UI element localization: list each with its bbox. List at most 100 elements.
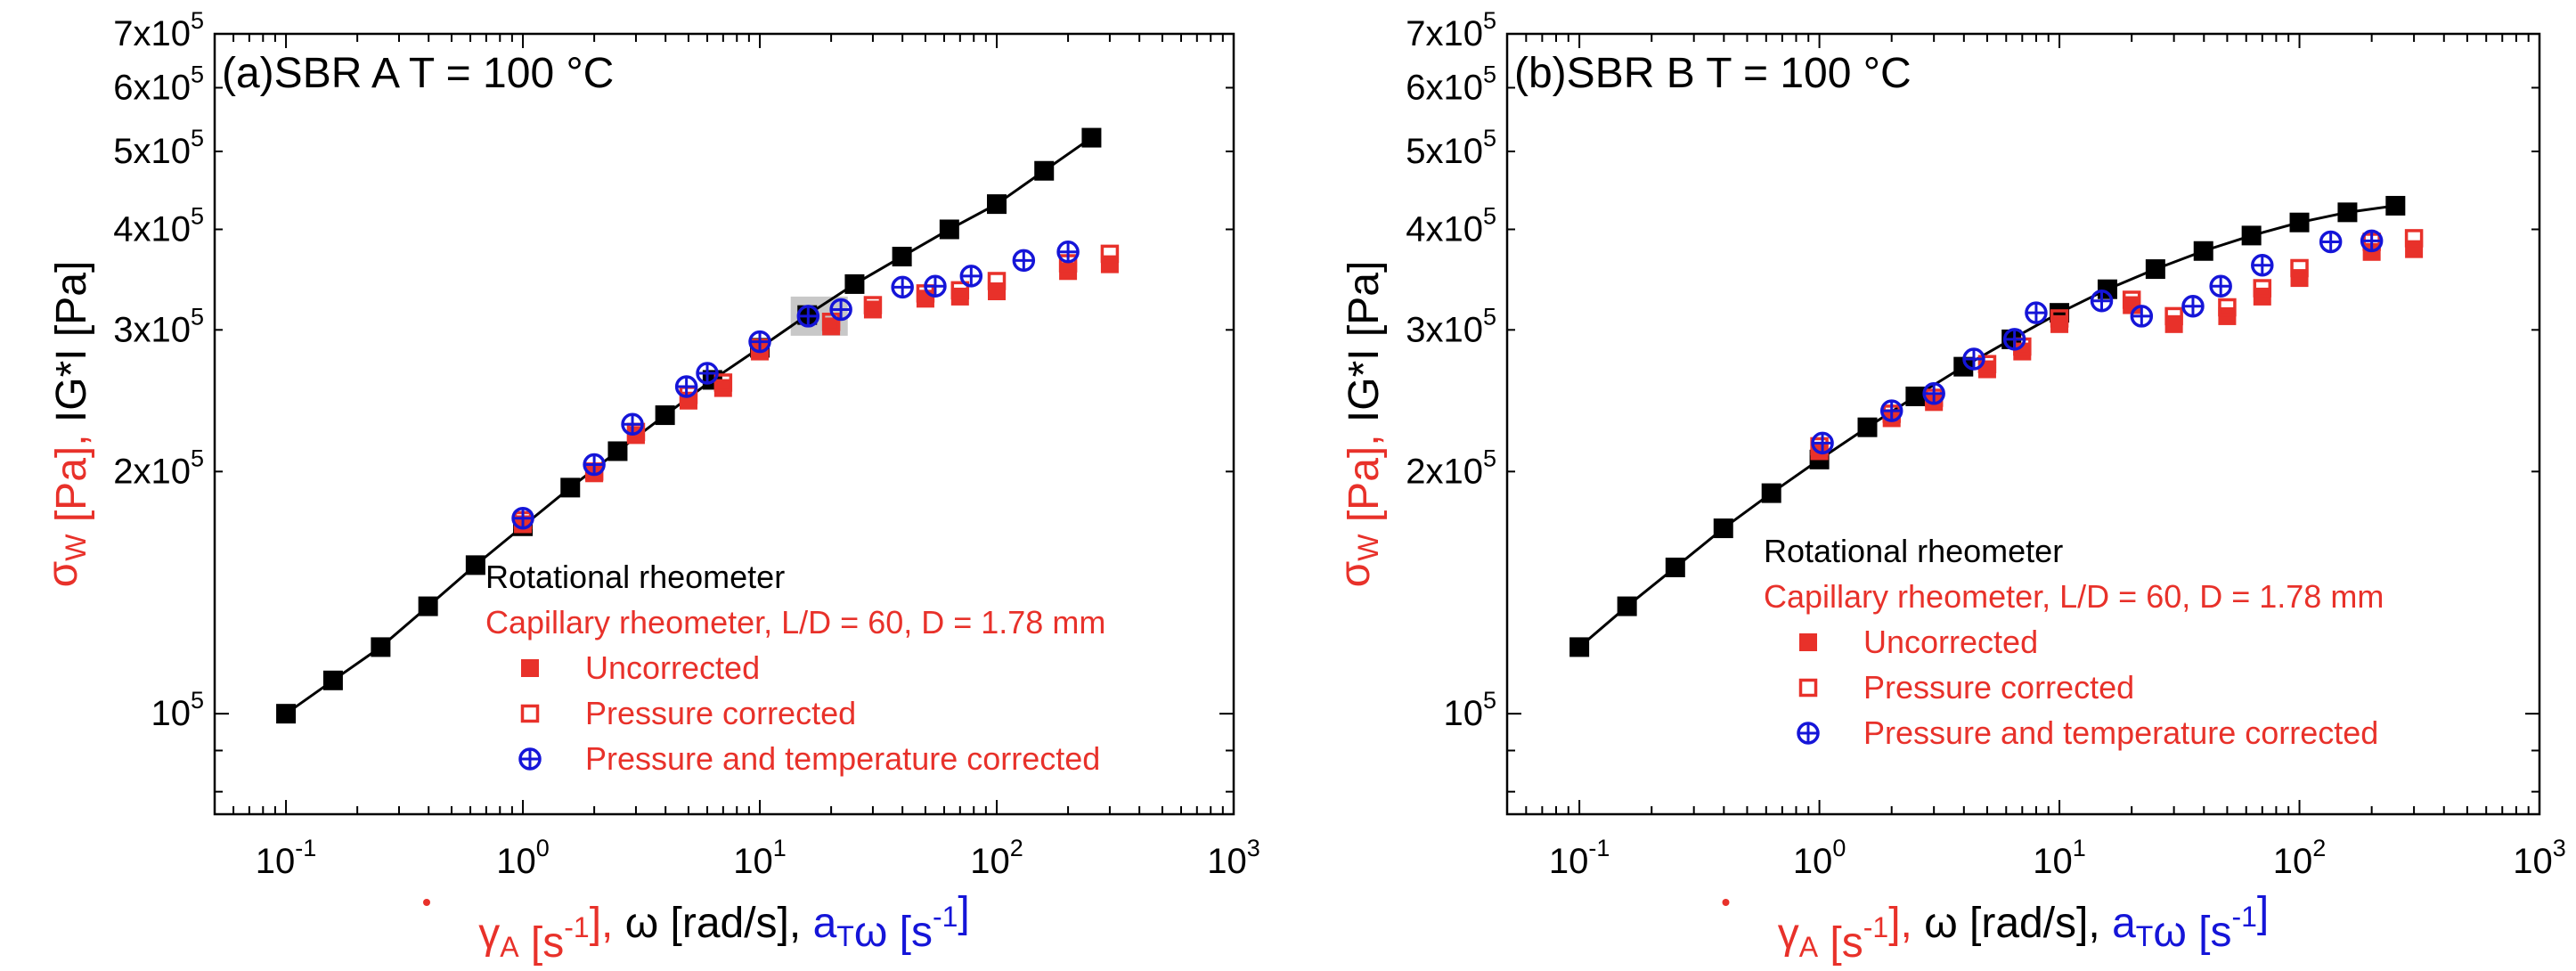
rotational-point bbox=[2145, 259, 2165, 280]
x-tick-label: 10-1 bbox=[256, 835, 317, 881]
x-axis-label-dot bbox=[1722, 899, 1730, 906]
pressure-corrected-point bbox=[1977, 355, 1997, 373]
pt-corrected-point bbox=[621, 412, 644, 436]
pt-corrected-point bbox=[2130, 305, 2154, 328]
pt-corrected-point bbox=[748, 330, 771, 354]
rotational-point bbox=[1761, 483, 1781, 503]
pt-corrected-point bbox=[2251, 253, 2274, 277]
pt-corrected-point bbox=[2209, 274, 2232, 298]
rotational-point bbox=[276, 704, 297, 724]
pressure-corrected-point bbox=[987, 272, 1007, 290]
legend-pt-marker bbox=[518, 747, 542, 771]
pt-corrected-point bbox=[2090, 289, 2114, 313]
y-tick-label: 6x105 bbox=[1406, 61, 1496, 107]
series-circle-plus bbox=[1811, 229, 2384, 455]
rotational-point bbox=[2289, 212, 2310, 233]
rotational-point bbox=[987, 194, 1007, 215]
pt-corrected-point bbox=[2025, 301, 2048, 324]
legend-rotational: Rotational rheometer bbox=[1764, 533, 2063, 569]
y-tick-label: 4x105 bbox=[113, 202, 204, 249]
plot-frame bbox=[213, 32, 1235, 816]
rotational-point bbox=[607, 441, 628, 461]
series-open-square bbox=[513, 244, 1120, 530]
series-filled-square bbox=[1810, 240, 2424, 461]
y-axis-label: σW [Pa], IG*I [Pa] bbox=[1332, 261, 1388, 588]
pressure-corrected-point bbox=[2164, 306, 2183, 326]
legend-pressure-marker bbox=[1798, 678, 1818, 698]
y-axis: 105 2x105 3x105 4x105 5x105 6x105 7x105 bbox=[1406, 7, 2539, 793]
rotational-point bbox=[655, 405, 675, 426]
pressure-corrected-point bbox=[950, 281, 970, 300]
rotational-point bbox=[465, 555, 485, 575]
rotational-point bbox=[892, 247, 912, 267]
pressure-corrected-point bbox=[2290, 258, 2309, 278]
uncorrected-point bbox=[1100, 255, 1119, 273]
pt-corrected-point bbox=[583, 453, 606, 477]
pt-corrected-point bbox=[1012, 249, 1036, 273]
x-tick-label: 100 bbox=[1793, 835, 1846, 881]
x-axis: 10-1 100 101 102 103 bbox=[1506, 34, 2566, 881]
x-axis-label: γA [s-1], ω [rad/s], aTω [s-1] bbox=[478, 889, 970, 967]
x-tick-label: 102 bbox=[970, 835, 1023, 881]
y-tick-label: 2x105 bbox=[113, 445, 204, 491]
uncorrected-point bbox=[713, 379, 732, 397]
pt-corrected-point bbox=[924, 274, 947, 298]
y-tick-label: 5x105 bbox=[1406, 125, 1496, 171]
pressure-corrected-point bbox=[1100, 244, 1120, 264]
legend-pressure-label: Pressure corrected bbox=[585, 695, 856, 731]
series-circle-plus bbox=[511, 241, 1080, 530]
legend-uncorrected-label: Uncorrected bbox=[585, 649, 760, 686]
legend-uncorrected-marker bbox=[521, 659, 539, 677]
rotational-point bbox=[1953, 356, 1974, 377]
x-tick-label: 100 bbox=[496, 835, 550, 881]
x-axis: 10-1 100 101 102 103 bbox=[214, 34, 1260, 881]
pt-corrected-point bbox=[2181, 295, 2205, 318]
y-tick-label: 3x105 bbox=[113, 303, 204, 349]
pt-corrected-point bbox=[2360, 229, 2384, 253]
y-axis-label: σW [Pa], IG*I [Pa] bbox=[39, 261, 95, 588]
rotational-point bbox=[322, 670, 343, 690]
legend-pressure-label: Pressure corrected bbox=[1863, 669, 2134, 706]
rotational-point bbox=[560, 477, 581, 498]
rotational-point bbox=[1081, 127, 1102, 148]
rotational-point bbox=[2337, 202, 2358, 223]
y-tick-label: 105 bbox=[151, 687, 204, 733]
x-axis-label-dot bbox=[423, 899, 430, 906]
rotational-point bbox=[939, 219, 959, 240]
panel-title: (b)SBR B T = 100 °C bbox=[1514, 50, 1912, 97]
rotational-point bbox=[1857, 417, 1878, 437]
pt-corrected-point bbox=[1811, 431, 1834, 455]
rotational-point bbox=[2193, 241, 2213, 261]
x-tick-label: 103 bbox=[1207, 835, 1260, 881]
legend-pt-label: Pressure and temperature corrected bbox=[585, 740, 1100, 777]
y-tick-label: 2x105 bbox=[1406, 445, 1496, 491]
series-open-square bbox=[1810, 229, 2424, 456]
pt-corrected-point bbox=[891, 275, 914, 299]
uncorrected-point bbox=[988, 282, 1007, 301]
rotational-point bbox=[1905, 386, 1926, 406]
legend-uncorrected-marker bbox=[1799, 633, 1817, 651]
rotational-point bbox=[418, 596, 438, 616]
series-filled-square-line bbox=[276, 127, 1102, 724]
rotational-point bbox=[2385, 195, 2406, 216]
pt-corrected-point bbox=[1962, 347, 1985, 371]
legend-capillary: Capillary rheometer, L/D = 60, D = 1.78 … bbox=[485, 604, 1105, 641]
legend: Rotational rheometer Capillary rheometer,… bbox=[1764, 533, 2384, 751]
rotational-point bbox=[1569, 637, 1590, 657]
pt-corrected-point bbox=[829, 298, 852, 322]
pt-corrected-point bbox=[2002, 328, 2026, 351]
y-axis: 105 2x105 3x105 4x105 5x105 6x105 7x105 bbox=[113, 7, 1234, 793]
x-tick-label: 10-1 bbox=[1549, 835, 1610, 881]
pt-corrected-point bbox=[1879, 399, 1903, 422]
pt-corrected-point bbox=[1056, 241, 1080, 264]
rotational-point bbox=[1713, 518, 1733, 539]
rotational-point bbox=[1665, 557, 1685, 577]
x-tick-label: 102 bbox=[2273, 835, 2327, 881]
uncorrected-point bbox=[2050, 314, 2069, 333]
rotational-point bbox=[2241, 225, 2262, 246]
pressure-corrected-point bbox=[863, 296, 883, 314]
y-tick-label: 105 bbox=[1443, 687, 1496, 733]
pressure-corrected-point bbox=[2122, 290, 2141, 309]
pressure-corrected-point bbox=[713, 373, 733, 392]
